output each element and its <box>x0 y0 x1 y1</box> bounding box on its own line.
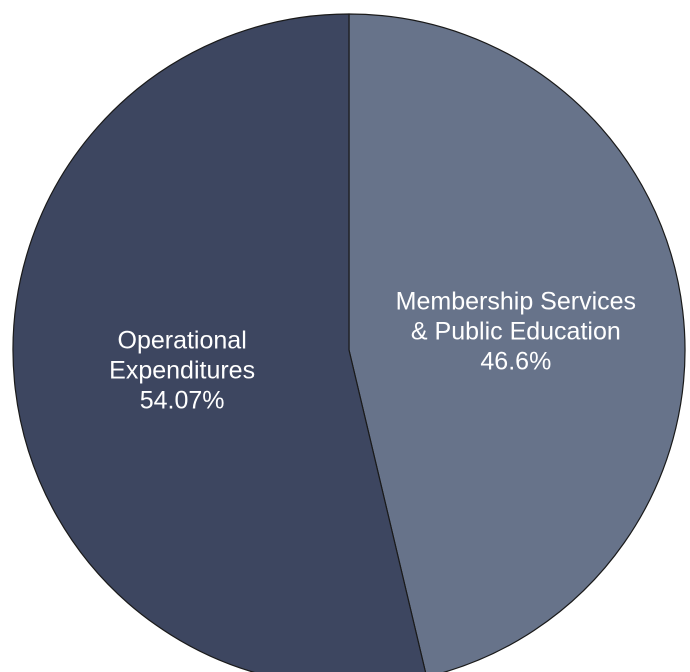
pie-slice-1 <box>12 13 427 672</box>
slice-name-line-1-0: Operational <box>118 327 247 355</box>
pie-slice-0 <box>348 13 686 672</box>
slice-label-1: Operational Expenditures 54.07% <box>109 327 255 415</box>
slice-name-line-0-0: Membership Services <box>396 287 636 315</box>
slice-label-0: Membership Services & Public Education 46.… <box>396 287 636 375</box>
slice-value-label-1: 54.07% <box>140 387 225 415</box>
slice-value-label-0: 46.6% <box>480 347 551 375</box>
slice-name-line-1-1: Expenditures <box>109 357 255 385</box>
slice-name-line-0-1: & Public Education <box>411 317 621 345</box>
